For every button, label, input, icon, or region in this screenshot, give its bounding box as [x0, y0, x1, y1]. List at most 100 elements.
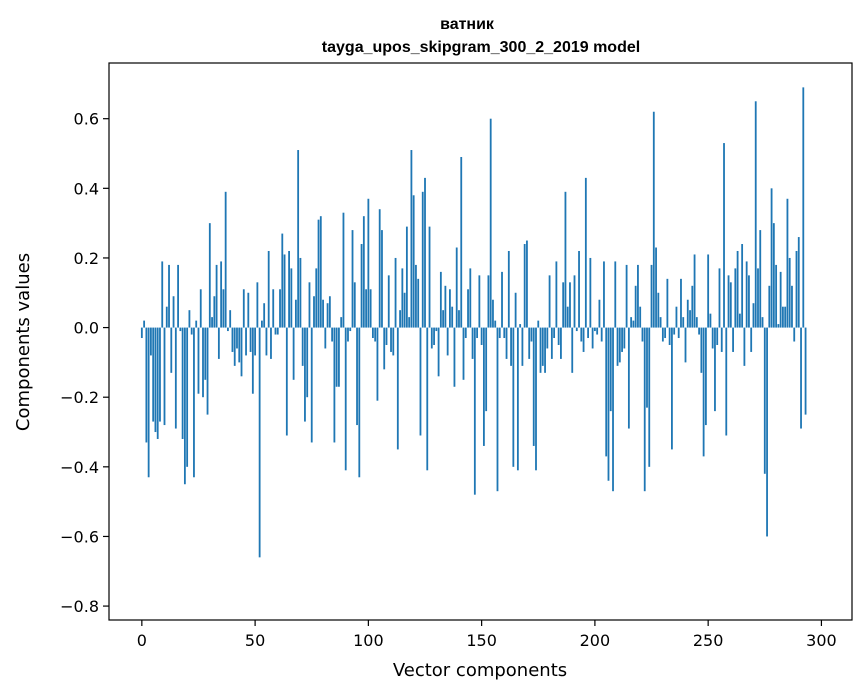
bar	[521, 327, 524, 366]
bar	[759, 230, 762, 328]
bar	[428, 226, 431, 328]
bar	[621, 327, 623, 352]
bar	[224, 191, 227, 328]
bar	[523, 244, 526, 328]
bar	[516, 327, 519, 471]
bar	[365, 289, 368, 328]
bar	[417, 278, 420, 328]
bar	[714, 327, 716, 412]
bar	[195, 320, 198, 328]
bar	[294, 299, 297, 328]
bar	[580, 327, 583, 342]
bar	[550, 327, 553, 359]
bar	[358, 327, 361, 478]
bar	[421, 191, 424, 328]
bar	[795, 250, 798, 328]
bar	[415, 264, 417, 328]
bar	[471, 327, 474, 359]
bar	[251, 327, 254, 394]
bar	[492, 299, 494, 328]
bar	[641, 327, 644, 342]
bar	[698, 327, 700, 335]
bar	[537, 320, 540, 328]
bar	[181, 327, 184, 439]
bar	[775, 264, 778, 328]
bar	[202, 327, 204, 398]
x-tick-label: 300	[806, 631, 837, 650]
bar	[245, 327, 247, 356]
bar	[174, 327, 177, 429]
bar	[482, 327, 485, 446]
bar	[505, 327, 508, 359]
bar	[288, 250, 290, 328]
bar	[575, 327, 578, 332]
bar	[378, 209, 381, 328]
bar	[371, 327, 374, 339]
bar	[247, 292, 250, 328]
bar	[172, 296, 175, 328]
bar	[673, 327, 676, 335]
bar	[188, 310, 191, 328]
bar	[299, 257, 302, 328]
bar	[143, 320, 146, 328]
bar	[390, 327, 392, 352]
bar	[788, 257, 791, 328]
bar	[208, 223, 211, 328]
bar	[360, 244, 363, 328]
y-tick-label: −0.4	[60, 458, 99, 477]
bar	[605, 327, 608, 457]
bar	[566, 306, 569, 328]
bar	[800, 327, 802, 429]
bar	[503, 327, 506, 339]
bar	[401, 268, 404, 328]
x-axis: 0 50 100 150 200 250 300	[137, 620, 837, 650]
bar	[392, 327, 395, 356]
bar	[584, 177, 587, 328]
bar	[333, 327, 336, 443]
bar	[464, 327, 467, 339]
bar	[786, 198, 789, 328]
bar	[449, 289, 451, 328]
bar	[589, 257, 592, 328]
bar	[646, 327, 648, 408]
bar	[732, 327, 734, 352]
bar	[308, 282, 311, 328]
bar	[279, 289, 281, 328]
bar	[609, 327, 612, 412]
bar	[362, 216, 365, 328]
bar	[661, 327, 664, 342]
bar	[573, 275, 576, 328]
bar	[476, 327, 479, 339]
bar	[639, 306, 642, 328]
bar	[548, 275, 551, 328]
bar	[213, 296, 216, 328]
bar	[446, 327, 449, 356]
y-tick-label: −0.8	[60, 597, 99, 616]
bar	[140, 327, 143, 339]
bar	[315, 268, 318, 328]
bar	[367, 198, 370, 328]
bar	[462, 327, 465, 380]
bar	[768, 285, 771, 328]
bar	[306, 327, 309, 398]
bar	[593, 327, 596, 332]
bar	[494, 320, 497, 328]
bar	[650, 264, 653, 328]
bar	[804, 327, 807, 415]
bar	[199, 289, 202, 328]
bar	[695, 317, 698, 328]
bar	[544, 327, 546, 373]
x-tick-label: 250	[693, 631, 724, 650]
bar	[510, 327, 512, 366]
bar	[374, 327, 377, 342]
bar	[748, 275, 750, 328]
bar	[165, 306, 168, 328]
bar	[154, 327, 157, 433]
bar	[274, 327, 277, 335]
bar	[424, 177, 426, 328]
chart-subtitle: tayga_upos_skipgram_300_2_2019 model	[322, 39, 640, 56]
bar	[469, 268, 472, 328]
bar	[258, 327, 261, 558]
bar	[655, 247, 657, 328]
bar	[507, 250, 510, 328]
